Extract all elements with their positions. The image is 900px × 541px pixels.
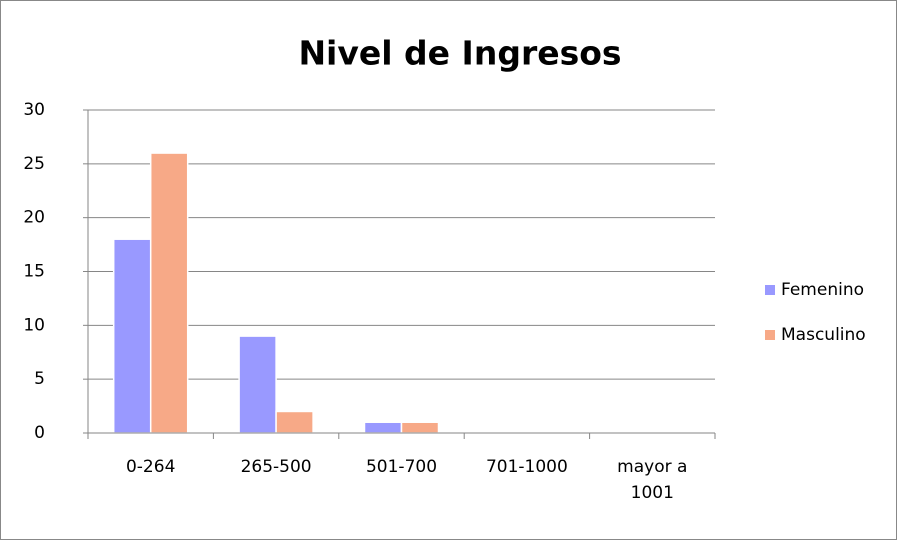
bar bbox=[112, 238, 152, 434]
legend-label: Femenino bbox=[781, 280, 864, 300]
legend-label: Masculino bbox=[781, 325, 866, 345]
x-tick-label: 265-500 bbox=[241, 457, 312, 477]
y-tick-label: 10 bbox=[23, 315, 45, 335]
x-tick-label-line: 1001 bbox=[631, 483, 674, 503]
bar bbox=[238, 335, 277, 434]
bar bbox=[149, 152, 189, 434]
bar bbox=[363, 421, 403, 434]
x-tick-label-line: mayor a bbox=[617, 457, 687, 477]
legend-swatch bbox=[765, 285, 775, 295]
bar bbox=[400, 421, 440, 434]
x-tick-label: mayor a 1001 bbox=[617, 457, 687, 503]
y-tick-label: 20 bbox=[23, 208, 45, 228]
chart-title: Nivel de Ingresos bbox=[298, 34, 621, 73]
y-tick-label: 5 bbox=[34, 369, 45, 389]
legend-swatch bbox=[765, 330, 775, 340]
bar bbox=[275, 410, 314, 434]
x-tick-label: 501-700 bbox=[366, 457, 437, 477]
y-tick-label: 0 bbox=[34, 423, 45, 443]
y-tick-label: 30 bbox=[23, 100, 45, 120]
y-tick-label: 15 bbox=[23, 262, 45, 282]
y-tick-label: 25 bbox=[23, 154, 45, 174]
x-tick-label: 701-1000 bbox=[486, 457, 568, 477]
x-tick-label: 0-264 bbox=[126, 457, 175, 477]
